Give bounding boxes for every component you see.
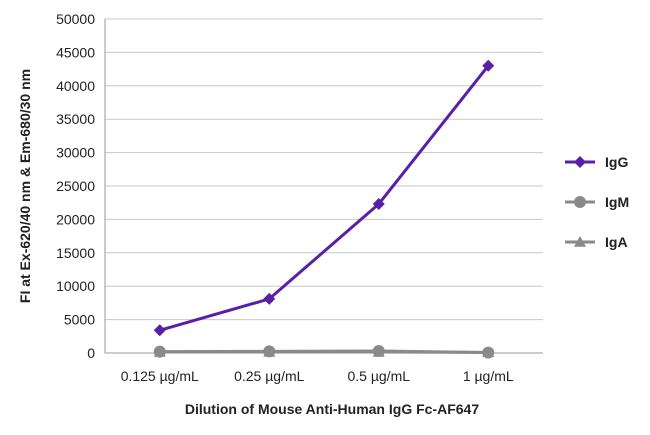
y-tick-label: 20000 (56, 211, 95, 227)
series-line (160, 66, 489, 331)
y-axis-title: FI at Ex-620/40 nm & Em-680/30 nm (17, 69, 33, 303)
data-point (263, 345, 275, 357)
y-tick-label: 40000 (56, 78, 95, 94)
legend-item-iga: IgA (565, 234, 628, 250)
series-igm (154, 345, 495, 359)
x-tick-label: 0.25 µg/mL (234, 368, 305, 384)
gridlines (105, 19, 543, 320)
legend-item-igg: IgG (565, 154, 628, 170)
x-tick-label: 0.5 µg/mL (347, 368, 410, 384)
x-tick-label: 0.125 µg/mL (121, 368, 199, 384)
y-tick-label: 45000 (56, 44, 95, 60)
y-tick-label: 30000 (56, 145, 95, 161)
series-line (160, 351, 489, 353)
legend-label: IgA (605, 234, 628, 250)
series-lines (154, 60, 495, 359)
data-point (154, 324, 166, 336)
legend-marker (574, 196, 586, 208)
axes: 0 5000 10000 15000 20000 25000 30000 35000 40000… (56, 11, 543, 384)
data-point (373, 345, 385, 357)
legend-label: IgG (605, 154, 628, 170)
y-tick-label: 5000 (64, 312, 95, 328)
y-tick-label: 15000 (56, 245, 95, 261)
legend-label: IgM (605, 194, 629, 210)
x-axis-title: Dilution of Mouse Anti-Human IgG Fc-AF64… (185, 401, 479, 417)
y-tick-label: 50000 (56, 11, 95, 27)
legend-item-igm: IgM (565, 194, 629, 210)
y-tick-label: 25000 (56, 178, 95, 194)
series-igg (154, 60, 495, 337)
legend: IgG IgM IgA (565, 154, 629, 250)
data-point (154, 346, 166, 358)
legend-marker (574, 156, 586, 168)
y-tick-label: 35000 (56, 111, 95, 127)
y-tick-label: 0 (87, 345, 95, 361)
y-tick-label: 10000 (56, 278, 95, 294)
data-point (482, 347, 494, 359)
x-tick-label: 1 µg/mL (463, 368, 514, 384)
